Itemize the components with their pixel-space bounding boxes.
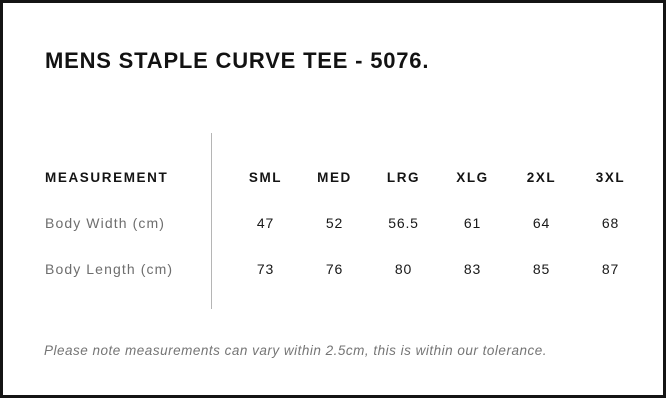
size-table: MEASUREMENT SML MED LRG XLG 2XL 3XL Body… <box>45 135 645 292</box>
table-row-body-length: Body Length (cm) 73 76 80 83 85 87 <box>45 246 645 292</box>
measurement-value-cell: 73 <box>256 261 275 277</box>
row-label-body-length: Body Length (cm) <box>45 261 174 277</box>
measurement-value-cell: 56.5 <box>388 215 419 231</box>
size-column-header-med: MED <box>317 169 352 185</box>
body-length-values: 73 76 80 83 85 87 <box>211 261 645 277</box>
tolerance-note: Please note measurements can vary within… <box>44 343 547 358</box>
size-table-header-row: MEASUREMENT SML MED LRG XLG 2XL 3XL <box>45 154 645 200</box>
size-column-header-lrg: LRG <box>386 169 421 185</box>
measurement-value-cell: 80 <box>394 261 413 277</box>
measurement-value-cell: 68 <box>601 215 620 231</box>
measurement-value-cell: 61 <box>463 215 482 231</box>
size-column-header-3xl: 3XL <box>595 169 626 185</box>
page-title: MENS STAPLE CURVE TEE - 5076. <box>45 48 430 73</box>
measurement-value-cell: 85 <box>532 261 551 277</box>
size-column-header-sml: SML <box>248 169 283 185</box>
measurement-column-header: MEASUREMENT <box>45 169 169 185</box>
measurement-value-cell: 52 <box>325 215 344 231</box>
measurement-value-cell: 64 <box>532 215 551 231</box>
table-column-divider <box>211 133 212 309</box>
size-header-cells: SML MED LRG XLG 2XL 3XL <box>211 170 645 185</box>
row-label-body-width: Body Width (cm) <box>45 215 165 231</box>
body-width-values: 47 52 56.5 61 64 68 <box>211 215 645 231</box>
measurement-value-cell: 83 <box>463 261 482 277</box>
measurement-value-cell: 76 <box>325 261 344 277</box>
measurement-value-cell: 87 <box>601 261 620 277</box>
size-column-header-2xl: 2XL <box>526 169 557 185</box>
table-row-body-width: Body Width (cm) 47 52 56.5 61 64 68 <box>45 200 645 246</box>
measurement-value-cell: 47 <box>256 215 275 231</box>
size-column-header-xlg: XLG <box>456 169 489 185</box>
